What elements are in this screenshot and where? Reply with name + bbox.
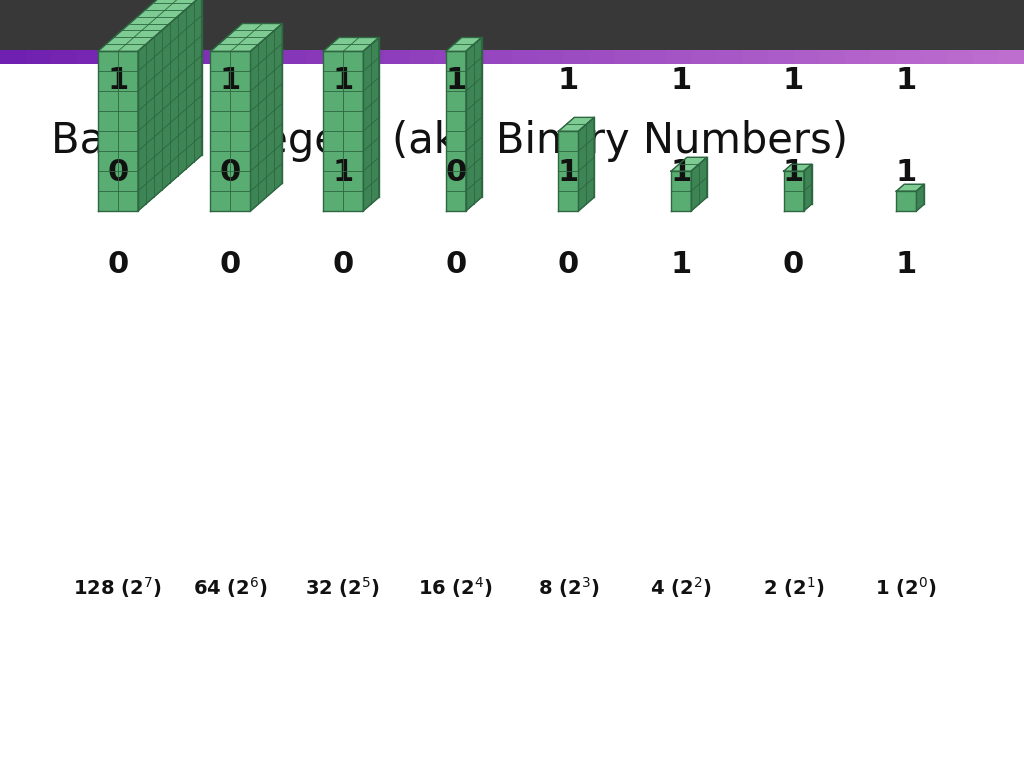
Polygon shape — [137, 0, 202, 211]
Bar — [666, 50, 691, 64]
Text: 1: 1 — [896, 158, 916, 187]
Bar — [742, 50, 768, 64]
Bar — [870, 50, 896, 64]
Polygon shape — [211, 51, 250, 211]
Polygon shape — [916, 184, 925, 211]
Bar — [256, 50, 282, 64]
Bar — [717, 50, 742, 64]
Polygon shape — [558, 131, 579, 211]
Text: 0: 0 — [445, 250, 466, 280]
Text: 8 (2$^{3}$): 8 (2$^{3}$) — [538, 575, 599, 600]
Bar — [282, 50, 307, 64]
Polygon shape — [445, 51, 466, 211]
Bar — [384, 50, 410, 64]
Bar — [51, 50, 77, 64]
Bar — [794, 50, 819, 64]
Bar — [333, 50, 358, 64]
Bar — [768, 50, 794, 64]
Text: 0: 0 — [108, 250, 128, 280]
Text: 0: 0 — [445, 158, 466, 187]
Bar — [538, 50, 563, 64]
Bar — [896, 50, 922, 64]
Polygon shape — [466, 38, 481, 211]
Text: 0: 0 — [558, 250, 579, 280]
Bar — [922, 50, 947, 64]
Polygon shape — [579, 118, 594, 211]
Text: 1: 1 — [896, 250, 916, 280]
Text: 1: 1 — [220, 66, 241, 95]
Text: 16 (2$^{4}$): 16 (2$^{4}$) — [418, 575, 494, 600]
Polygon shape — [250, 24, 283, 211]
Text: 1: 1 — [896, 66, 916, 95]
Polygon shape — [324, 38, 379, 51]
Bar — [307, 50, 333, 64]
Polygon shape — [783, 164, 812, 171]
Bar — [102, 50, 128, 64]
Bar — [614, 50, 640, 64]
Bar — [26, 50, 51, 64]
Bar — [819, 50, 845, 64]
Bar — [512, 50, 538, 64]
Polygon shape — [98, 0, 202, 51]
Text: 1: 1 — [783, 66, 804, 95]
Polygon shape — [558, 118, 594, 131]
Bar — [563, 50, 589, 64]
Text: 1: 1 — [445, 66, 466, 95]
Text: 1: 1 — [108, 66, 128, 95]
Text: 1: 1 — [558, 66, 579, 95]
Bar — [461, 50, 486, 64]
Text: 1: 1 — [671, 158, 691, 187]
Bar — [998, 50, 1024, 64]
Bar — [640, 50, 666, 64]
Bar — [947, 50, 973, 64]
Text: 2 (2$^{1}$): 2 (2$^{1}$) — [763, 575, 824, 600]
Bar — [205, 50, 230, 64]
Polygon shape — [804, 164, 812, 211]
Bar — [845, 50, 870, 64]
Bar — [0, 50, 26, 64]
Text: Base-2 Integers (aka Binary Numbers): Base-2 Integers (aka Binary Numbers) — [51, 120, 848, 162]
Bar — [128, 50, 154, 64]
Polygon shape — [211, 24, 283, 51]
Bar — [486, 50, 512, 64]
Polygon shape — [783, 171, 804, 211]
Bar — [77, 50, 102, 64]
Text: 1 (2$^{0}$): 1 (2$^{0}$) — [876, 575, 937, 600]
Polygon shape — [98, 51, 137, 211]
Text: 1: 1 — [558, 158, 579, 187]
Polygon shape — [896, 184, 925, 191]
Bar — [435, 50, 461, 64]
Text: 0: 0 — [333, 250, 353, 280]
Text: 1: 1 — [671, 250, 691, 280]
Text: 32 (2$^{5}$): 32 (2$^{5}$) — [305, 575, 381, 600]
Text: 4 (2$^{2}$): 4 (2$^{2}$) — [650, 575, 712, 600]
Text: 1: 1 — [783, 158, 804, 187]
Text: 0: 0 — [220, 250, 241, 280]
Polygon shape — [671, 171, 691, 211]
Bar — [691, 50, 717, 64]
Bar — [230, 50, 256, 64]
Bar — [973, 50, 998, 64]
Text: 1: 1 — [333, 158, 353, 187]
Text: 64 (2$^{6}$): 64 (2$^{6}$) — [193, 575, 268, 600]
Polygon shape — [691, 157, 707, 211]
Text: 1: 1 — [671, 66, 691, 95]
Bar — [358, 50, 384, 64]
Text: 128 (2$^{7}$): 128 (2$^{7}$) — [74, 575, 162, 600]
Text: 0: 0 — [108, 158, 128, 187]
Text: 1: 1 — [333, 66, 353, 95]
Polygon shape — [445, 38, 481, 51]
Bar — [154, 50, 179, 64]
Bar — [0, 0, 1024, 50]
Polygon shape — [671, 157, 707, 171]
Bar — [179, 50, 205, 64]
Polygon shape — [364, 38, 379, 211]
Bar — [410, 50, 435, 64]
Polygon shape — [324, 51, 364, 211]
Bar — [589, 50, 614, 64]
Text: 0: 0 — [783, 250, 804, 280]
Text: 0: 0 — [220, 158, 241, 187]
Polygon shape — [896, 191, 916, 211]
